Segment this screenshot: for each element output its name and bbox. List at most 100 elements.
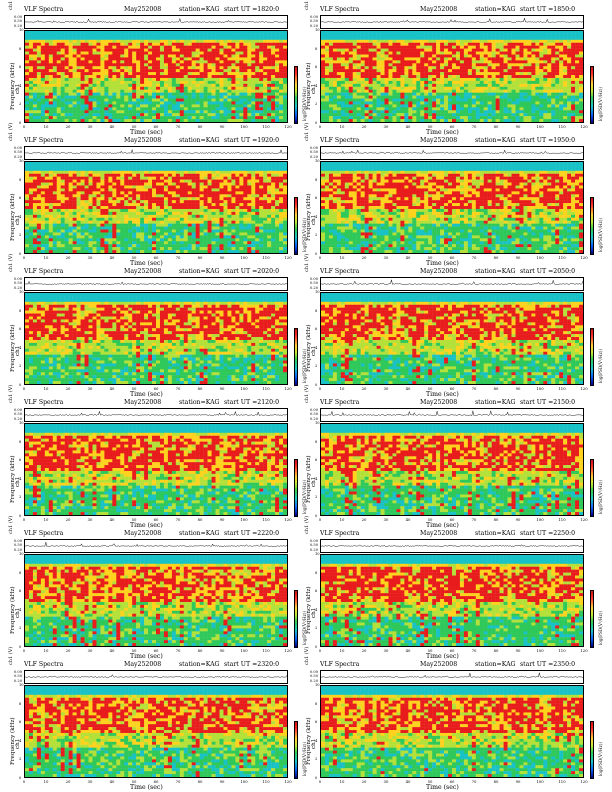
spectrogram-cell (44, 66, 50, 70)
spectrogram-cell (251, 31, 256, 35)
spectrogram-cell (444, 69, 449, 73)
spectrogram-cell (68, 200, 73, 204)
spectrogram-cell (579, 116, 583, 120)
spectrogram-cell (128, 104, 133, 108)
spectrogram-cell (179, 54, 184, 58)
spectrogram-cell (404, 45, 409, 49)
spectrogram-cell (551, 45, 556, 49)
spectrogram-cell (32, 92, 38, 96)
spectrogram-cell (567, 45, 572, 49)
spectrogram-cell (271, 45, 276, 49)
spectrogram-cell (420, 113, 425, 117)
spectrogram-cell (364, 48, 369, 52)
spectrogram-cell (567, 107, 572, 111)
spectrogram-cell (56, 57, 61, 61)
spectrogram-cell (108, 220, 113, 224)
spectrogram-cell (519, 69, 524, 73)
spectrogram-cell (92, 42, 97, 46)
spectrogram-cell (523, 92, 528, 96)
spectrogram-cell (167, 33, 173, 38)
spectrogram-cell (36, 235, 42, 239)
spectrogram-cell (100, 31, 105, 35)
spectrogram-cell (384, 39, 389, 43)
spectrogram-cell (448, 48, 453, 52)
spectrogram-cell (25, 241, 30, 245)
spectrogram-cell (535, 66, 540, 70)
spectrogram-cell (92, 101, 97, 105)
spectrogram-cell (384, 89, 389, 93)
spectrogram-cell (36, 42, 42, 46)
spectrogram-cell (187, 51, 192, 55)
spectrogram-cell (88, 167, 93, 172)
spectrogram-cell (104, 244, 109, 248)
spectrogram-cell (420, 110, 425, 114)
spectrogram-cell (239, 86, 244, 90)
spectrogram-cell (132, 66, 137, 70)
spectrogram-cell (100, 89, 105, 93)
spectrogram-cell (372, 45, 377, 49)
spectrogram-cell (487, 57, 492, 61)
spectrogram-cell (283, 36, 287, 41)
spectrogram-cell (259, 69, 264, 73)
spectrogram-cell (84, 42, 89, 46)
spectrogram-cell (448, 51, 453, 55)
spectrogram-cell (499, 113, 504, 117)
spectrogram-cell (100, 98, 105, 102)
spectrogram-cell (231, 31, 236, 35)
spectrogram-cell (452, 63, 457, 67)
spectrogram-cell (251, 42, 256, 46)
spectrogram-cell (436, 69, 441, 73)
spectrogram-cell (428, 54, 433, 58)
spectrogram-cell (167, 119, 173, 122)
spectrogram-cell (199, 60, 204, 64)
spectrogram-cell (36, 48, 42, 52)
spectrogram-cell (108, 89, 113, 93)
spectrogram-cell (567, 83, 572, 87)
spectrogram-cell (507, 98, 512, 102)
spectrogram-cell (483, 36, 488, 41)
spectrogram-cell (440, 116, 445, 120)
spectrogram-cell (392, 101, 397, 105)
spectrogram-cell (523, 80, 528, 85)
spectrogram-cell (116, 188, 121, 192)
spectrogram-cell (159, 95, 165, 99)
spectrogram-cell (539, 89, 544, 93)
spectrogram-cell (80, 241, 85, 245)
spectrogram-cell (551, 31, 556, 35)
spectrogram-cell (235, 69, 240, 73)
spectrogram-cell (148, 92, 153, 96)
spectrogram-cell (271, 36, 276, 41)
spectrogram-cell (428, 69, 433, 73)
spectrogram-cell (211, 113, 216, 117)
spectrogram-cell (219, 89, 224, 93)
spectrogram-cell (539, 36, 544, 41)
spectrogram-cell (400, 101, 405, 105)
spectrogram-cell (88, 69, 93, 73)
spectrogram-cell (80, 162, 85, 166)
spectrogram-cell (519, 116, 524, 120)
spectrogram-cell (72, 162, 77, 166)
spectrogram-cell (171, 77, 177, 82)
spectrogram-cell (579, 89, 583, 93)
spectrogram-cell (56, 194, 61, 198)
spectrogram-cell (559, 86, 564, 90)
spectrogram-cell (503, 63, 508, 67)
spectrogram-cell (279, 104, 284, 108)
time-tick: 30 (384, 124, 389, 129)
spectrogram-cell (328, 98, 334, 102)
spectrogram-cell (579, 63, 583, 67)
spectrogram-cell (104, 36, 109, 41)
spectrogram-cell (259, 36, 264, 41)
spectrogram-cell (459, 89, 465, 93)
spectrogram-cell (239, 77, 244, 82)
spectrogram-cell (100, 235, 105, 239)
spectrogram-cell (259, 83, 264, 87)
spectrogram-cell (132, 69, 137, 73)
spectrogram-cell (523, 69, 528, 73)
spectrogram-cell (364, 45, 369, 49)
spectrogram-cell (531, 116, 536, 120)
spectrogram-cell (259, 45, 264, 49)
spectrogram-cell (60, 191, 65, 195)
spectrogram-cell (404, 69, 409, 73)
spectrogram-cell (40, 39, 46, 43)
